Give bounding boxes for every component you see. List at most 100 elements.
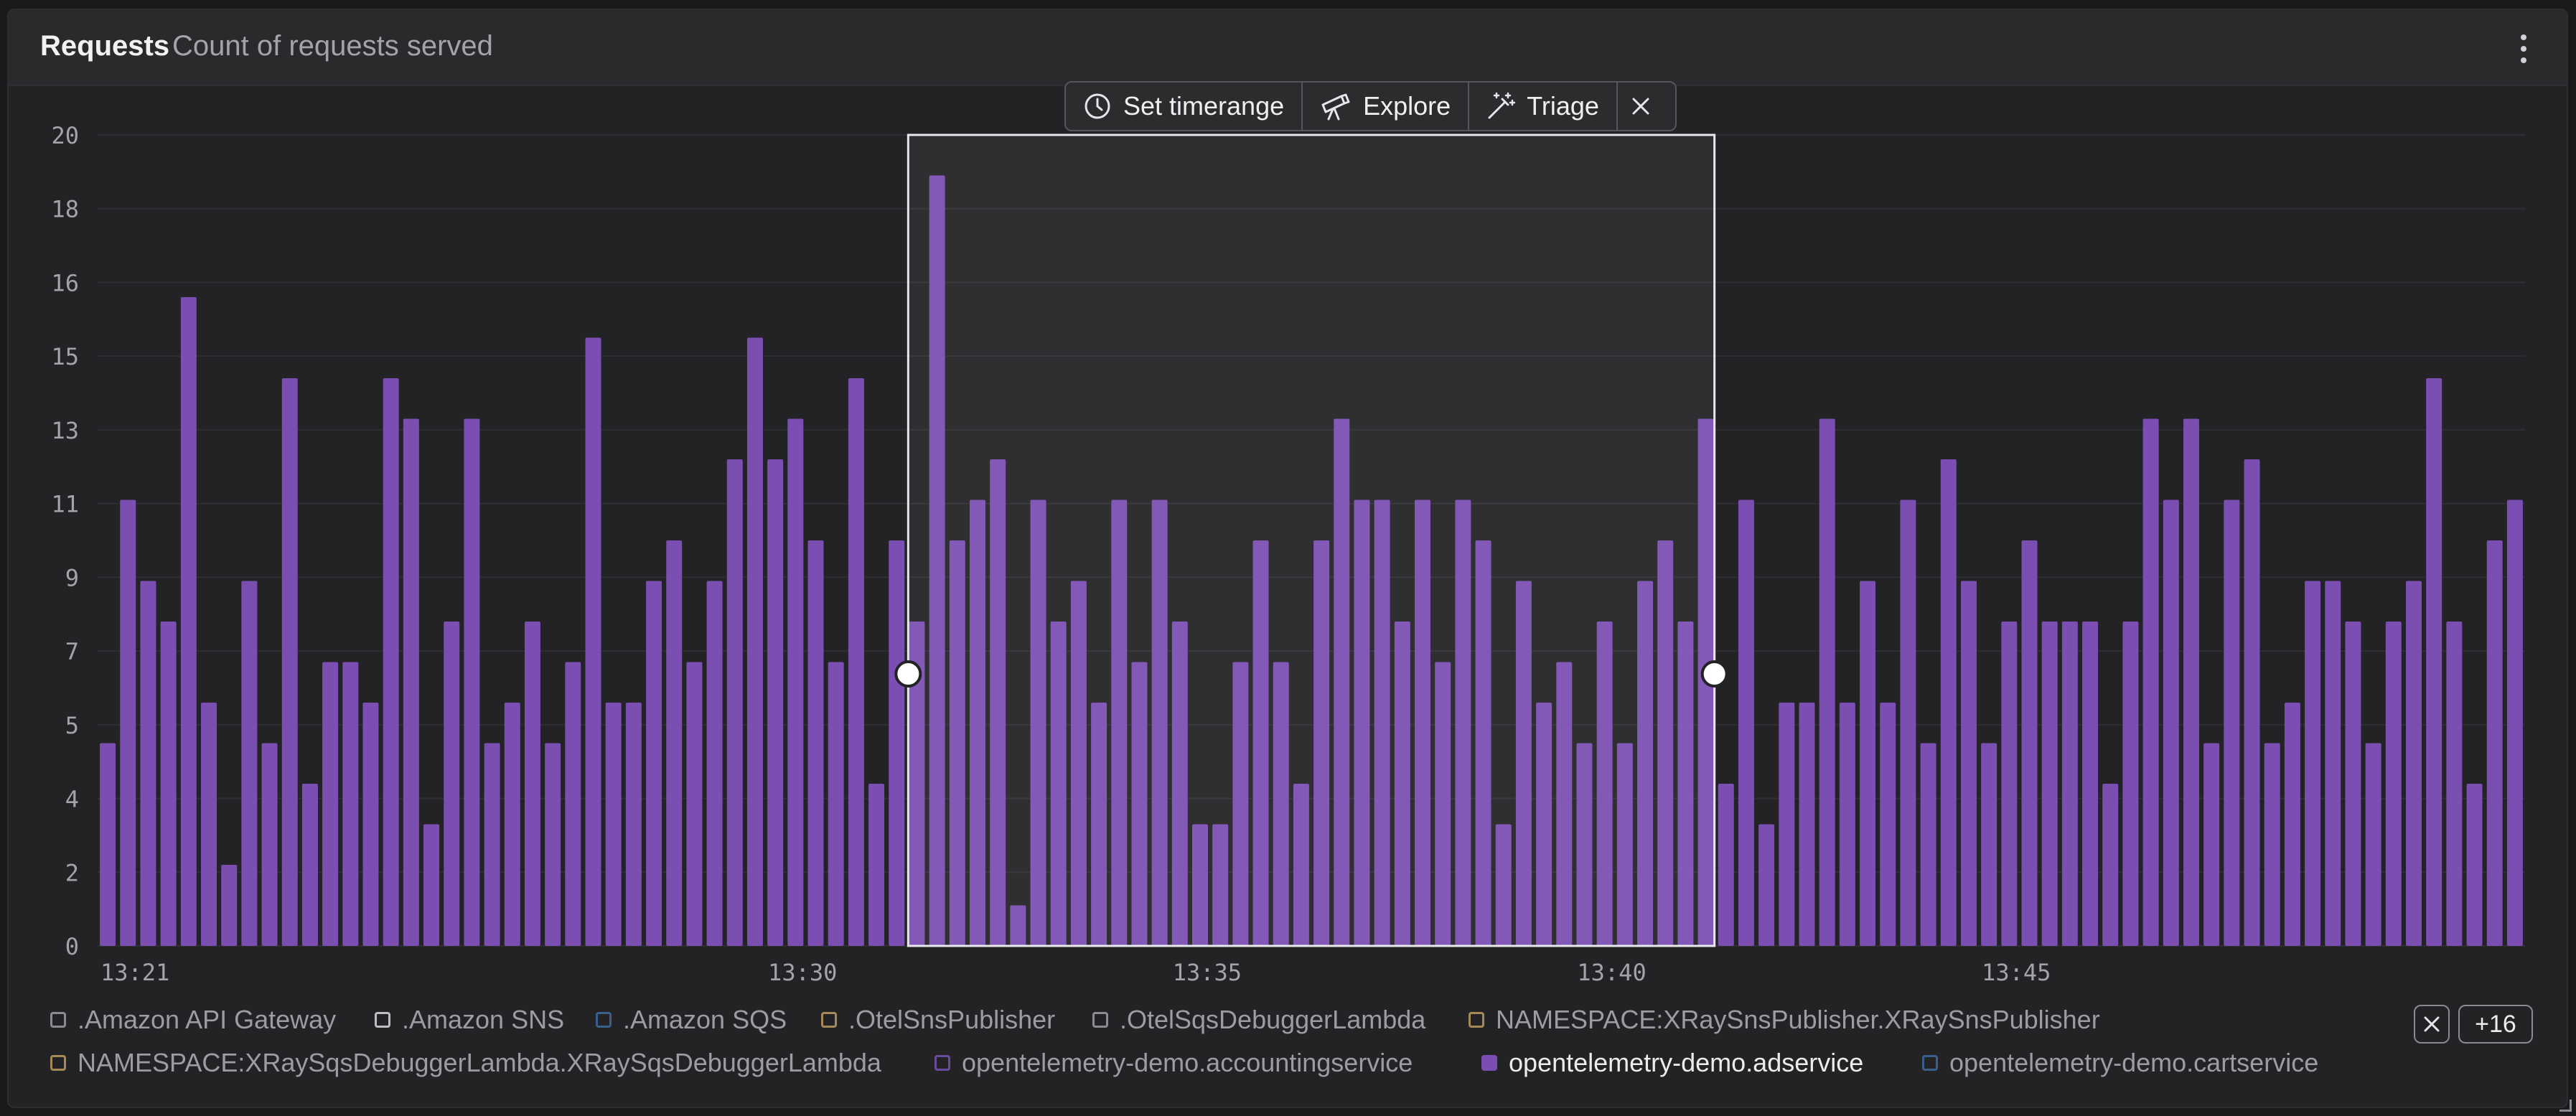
x-tick-label: 13:30 — [768, 959, 837, 986]
legend-label: opentelemetry-demo.accountingservice — [962, 1048, 1413, 1077]
legend-item[interactable]: .OtelSqsDebuggerLambda — [1092, 1005, 1425, 1035]
bar — [2264, 743, 2280, 946]
bar — [1070, 581, 1087, 946]
bar — [1960, 581, 1977, 946]
bar — [1536, 703, 1552, 946]
explore-button[interactable]: Explore — [1303, 83, 1470, 130]
bar — [1415, 500, 1430, 946]
bar — [342, 662, 359, 946]
bar — [2082, 622, 2099, 946]
bar — [423, 824, 440, 946]
legend-label: opentelemetry-demo.adservice — [1509, 1048, 1864, 1077]
bar — [1273, 662, 1289, 946]
bar — [686, 662, 703, 946]
bar — [1637, 581, 1654, 946]
bar — [929, 175, 945, 946]
legend-item[interactable]: .Amazon SQS — [596, 1005, 787, 1035]
bar — [1010, 905, 1026, 946]
legend-item[interactable]: .Amazon SNS — [375, 1005, 564, 1035]
y-tick-label: 9 — [65, 564, 79, 591]
y-tick-label: 13 — [51, 417, 79, 444]
legend-item[interactable]: .OtelSnsPublisher — [821, 1005, 1055, 1035]
bar — [1232, 662, 1249, 946]
bar — [281, 378, 298, 946]
y-tick-label: 4 — [65, 786, 79, 813]
resize-handle[interactable] — [2559, 1099, 2572, 1112]
bar — [1657, 540, 1674, 946]
bar — [1940, 459, 1957, 946]
y-tick-label: 0 — [65, 933, 79, 960]
bar — [2284, 703, 2300, 946]
bar — [464, 418, 480, 946]
selection-handle[interactable] — [894, 660, 922, 688]
legend-label: .Amazon SQS — [623, 1005, 787, 1034]
legend-swatch — [596, 1012, 612, 1028]
legend-label: NAMESPACE:XRaySnsPublisher.XRaySnsPublis… — [1496, 1005, 2100, 1034]
bar — [1920, 743, 1936, 946]
legend-item[interactable]: NAMESPACE:XRaySqsDebuggerLambda.XRaySqsD… — [50, 1048, 881, 1078]
legend-item[interactable]: opentelemetry-demo.adservice — [1481, 1048, 1863, 1078]
bar — [848, 378, 864, 946]
bar — [868, 784, 885, 946]
bar — [2466, 784, 2483, 946]
legend-label: NAMESPACE:XRaySqsDebuggerLambda.XRaySqsD… — [78, 1048, 881, 1077]
bar — [1839, 703, 1855, 946]
bar — [2183, 418, 2199, 946]
bar — [2365, 743, 2381, 946]
bar — [2021, 540, 2038, 946]
bar — [1354, 500, 1370, 946]
selection-handle[interactable] — [1700, 660, 1728, 688]
bar — [2102, 784, 2119, 946]
bar — [807, 540, 824, 946]
legend-label: .Amazon API Gateway — [78, 1005, 337, 1034]
legend-item[interactable]: opentelemetry-demo.accountingservice — [935, 1048, 1413, 1078]
bar — [1981, 743, 1997, 946]
clear-legend-button[interactable] — [2414, 1005, 2450, 1044]
y-tick-label: 2 — [65, 859, 79, 886]
legend-swatch — [50, 1055, 66, 1071]
bar — [1677, 622, 1694, 946]
bar — [1111, 500, 1128, 946]
bar — [909, 622, 925, 946]
bar — [100, 743, 116, 946]
bar — [969, 500, 985, 946]
panel-subtitle: Count of requests served — [172, 30, 493, 62]
bar — [1556, 662, 1573, 946]
legend-item[interactable]: .Amazon API Gateway — [50, 1005, 336, 1035]
bar — [1738, 500, 1754, 946]
legend-item[interactable]: NAMESPACE:XRaySnsPublisher.XRaySnsPublis… — [1469, 1005, 2100, 1035]
triage-button[interactable]: Triage — [1469, 83, 1618, 130]
bar — [2163, 500, 2179, 946]
y-tick-label: 20 — [51, 122, 79, 149]
y-tick-label: 15 — [51, 343, 79, 370]
x-tick-label: 13:21 — [100, 959, 169, 986]
bar — [2041, 622, 2058, 946]
bar — [504, 703, 520, 946]
close-selection-button[interactable] — [1618, 83, 1675, 130]
set-timerange-button[interactable]: Set timerange — [1066, 83, 1303, 130]
bar — [261, 743, 278, 946]
panel-title: Requests — [40, 30, 170, 62]
bar — [1718, 784, 1734, 946]
bar — [767, 459, 784, 946]
legend-label: .OtelSnsPublisher — [848, 1005, 1056, 1034]
bar — [524, 622, 540, 946]
bar — [949, 540, 965, 946]
panel-menu-button[interactable] — [2516, 33, 2531, 65]
bar — [2325, 581, 2341, 946]
more-series-button[interactable]: +16 — [2458, 1005, 2533, 1044]
y-tick-label: 5 — [65, 712, 79, 739]
legend-swatch — [1092, 1012, 1108, 1028]
y-tick-label: 16 — [51, 269, 79, 296]
bar — [1576, 743, 1593, 946]
close-icon — [2424, 1016, 2440, 1032]
bar — [301, 784, 318, 946]
y-tick-label: 11 — [51, 491, 79, 518]
bar — [120, 500, 136, 946]
clock-icon — [1085, 93, 1110, 119]
bar — [1495, 824, 1512, 946]
telescope-icon — [1321, 93, 1350, 121]
legend-item[interactable]: opentelemetry-demo.cartservice — [1922, 1048, 2318, 1078]
x-tick-label: 13:45 — [1982, 959, 2051, 986]
